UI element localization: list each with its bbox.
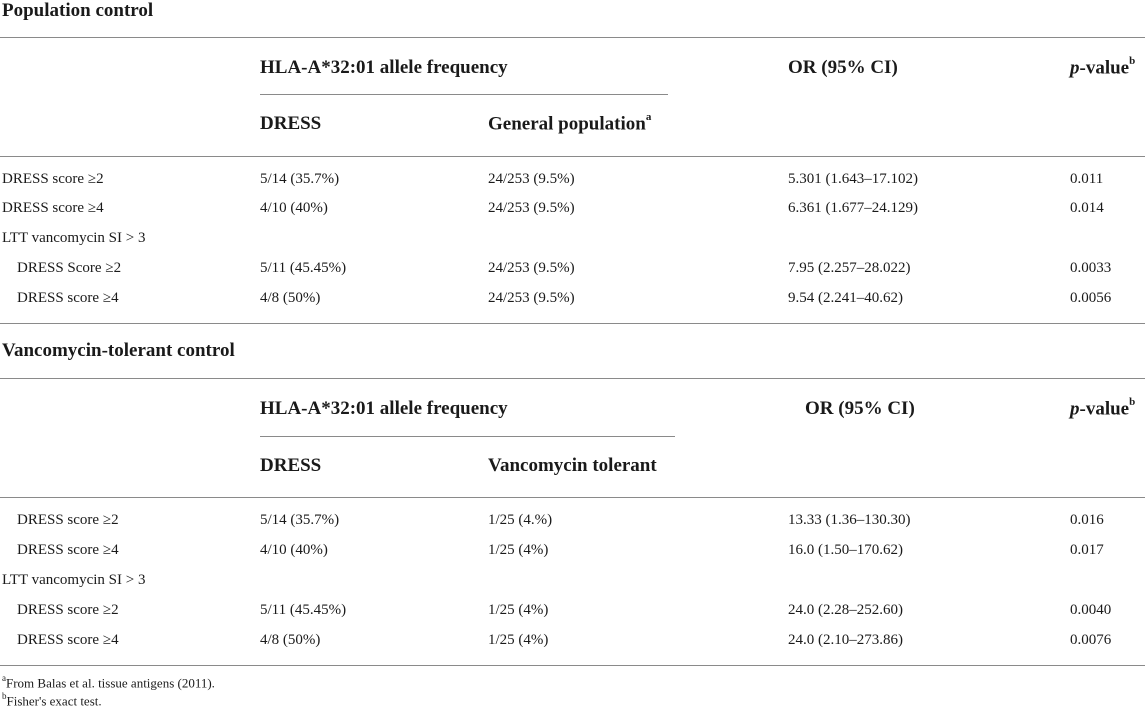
table2-group-rule [260, 436, 675, 437]
table1-row2-or: 6.361 (1.677–24.129) [788, 200, 918, 216]
table1-row5-p: 0.0056 [1070, 290, 1112, 306]
table2-row4-dress: 5/11 (45.45%) [260, 602, 347, 618]
table1-header-group: HLA-A*32:01 allele frequency [260, 57, 508, 78]
table1-bottom-rule [0, 323, 1145, 324]
table2-header-or: OR (95% CI) [805, 398, 915, 419]
table2-title: Vancomycin-tolerant control [2, 340, 235, 361]
table2-bottom-rule [0, 665, 1145, 666]
table2-row1-or: 13.33 (1.36–130.30) [788, 512, 911, 528]
table2-top-rule [0, 378, 1145, 379]
table2-header-dress: DRESS [260, 455, 322, 476]
table2-row1-label: DRESS score ≥2 [17, 512, 119, 528]
table2-row1-control: 1/25 (4.%) [488, 512, 553, 528]
table1-row5-or: 9.54 (2.241–40.62) [788, 290, 903, 306]
table1-top-rule [0, 37, 1145, 38]
table2-header-control: Vancomycin tolerant [488, 455, 657, 476]
table1-row2-p: 0.014 [1070, 200, 1104, 216]
footnote-a: aFrom Balas et al. tissue antigens (2011… [2, 673, 215, 691]
table2-row4-control: 1/25 (4%) [488, 602, 549, 618]
table2-row4-p: 0.0040 [1070, 602, 1112, 618]
table1-row5-dress: 4/8 (50%) [260, 290, 321, 306]
table1-header-rule [0, 156, 1145, 157]
table2-row5-dress: 4/8 (50%) [260, 632, 321, 648]
table2-row5-p: 0.0076 [1070, 632, 1112, 648]
table2-row2-label: DRESS score ≥4 [17, 542, 119, 558]
table1-row1-or: 5.301 (1.643–17.102) [788, 171, 918, 187]
table1-row4-or: 7.95 (2.257–28.022) [788, 260, 911, 276]
table2-row1-p: 0.016 [1070, 512, 1104, 528]
table2-row4-or: 24.0 (2.28–252.60) [788, 602, 903, 618]
table2-row2-or: 16.0 (1.50–170.62) [788, 542, 903, 558]
table2-row1-dress: 5/14 (35.7%) [260, 512, 340, 528]
table2-row4-label: DRESS score ≥2 [17, 602, 119, 618]
table1-row2-dress: 4/10 (40%) [260, 200, 328, 216]
footnote-b: bFisher's exact test. [2, 691, 102, 709]
table2-header-pvalue: p-valueb [1070, 396, 1136, 420]
table1-group-rule [260, 94, 668, 95]
table2-row5-label: DRESS score ≥4 [17, 632, 119, 648]
table1-row2-control: 24/253 (9.5%) [488, 200, 575, 216]
table1-row1-dress: 5/14 (35.7%) [260, 171, 340, 187]
table1-row3-label: LTT vancomycin SI > 3 [2, 230, 146, 246]
table2-row3-label: LTT vancomycin SI > 3 [2, 572, 146, 588]
table1-header-or: OR (95% CI) [788, 57, 898, 78]
table1-row1-label: DRESS score ≥2 [2, 171, 104, 187]
table1-title: Population control [2, 0, 154, 21]
table1-row5-label: DRESS score ≥4 [17, 290, 119, 306]
table1-row4-p: 0.0033 [1070, 260, 1112, 276]
table1-row4-label: DRESS Score ≥2 [17, 260, 122, 276]
table1-row4-control: 24/253 (9.5%) [488, 260, 575, 276]
table1-row5-control: 24/253 (9.5%) [488, 290, 575, 306]
table2-row2-dress: 4/10 (40%) [260, 542, 328, 558]
table2-header-rule [0, 497, 1145, 498]
table1-header-control: General populationa [488, 111, 652, 135]
table2-row2-control: 1/25 (4%) [488, 542, 549, 558]
table1-row2-label: DRESS score ≥4 [2, 200, 104, 216]
table2-header-group: HLA-A*32:01 allele frequency [260, 398, 508, 419]
table1-header-pvalue: p-valueb [1070, 55, 1136, 79]
table2-row5-control: 1/25 (4%) [488, 632, 549, 648]
table1-row4-dress: 5/11 (45.45%) [260, 260, 347, 276]
table2-row5-or: 24.0 (2.10–273.86) [788, 632, 903, 648]
table2-row2-p: 0.017 [1070, 542, 1104, 558]
table1-row1-control: 24/253 (9.5%) [488, 171, 575, 187]
table1-header-dress: DRESS [260, 113, 322, 134]
table1-row1-p: 0.011 [1070, 171, 1104, 187]
